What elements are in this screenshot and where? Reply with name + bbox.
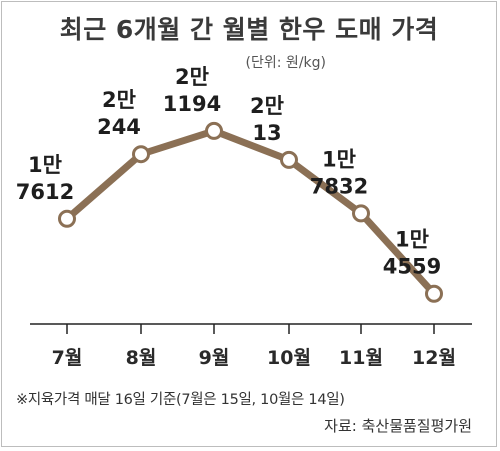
data-point	[280, 150, 298, 169]
chart-svg: 7월 8월 9월 10월 11월 12월 1만 7612 2만 244 2만 1194 2만 13 1만 7…	[16, 65, 472, 369]
data-point	[132, 145, 150, 164]
data-label: 1만	[395, 228, 429, 252]
data-label: 2만	[102, 88, 136, 112]
footnote: ※지육가격 매달 16일 기준(7월은 15일, 10월은 14일)	[16, 392, 345, 408]
x-tick-label: 7월	[52, 347, 83, 369]
unit-label: (단위: 원/kg)	[245, 55, 326, 71]
data-point	[352, 204, 370, 223]
data-label: 4559	[383, 255, 441, 279]
data-label: 1만	[322, 147, 356, 171]
data-point	[205, 121, 223, 140]
x-tick-label: 8월	[126, 347, 157, 369]
data-label: 7612	[16, 180, 74, 204]
x-tick-label: 10월	[267, 347, 311, 369]
data-point	[58, 209, 76, 228]
data-label: 244	[97, 115, 141, 139]
data-label: 1만	[28, 153, 62, 177]
x-tick-label: 9월	[199, 347, 230, 369]
data-label: 2만	[250, 94, 284, 118]
data-point	[425, 284, 443, 303]
data-label: 7832	[310, 174, 368, 198]
x-tick-label: 11월	[339, 347, 383, 369]
series-line	[63, 127, 438, 298]
chart-title: 최근 6개월 간 월별 한우 도매 가격	[59, 15, 439, 44]
data-label: 1194	[163, 92, 221, 116]
x-tick-label: 12월	[412, 347, 456, 369]
data-label: 13	[252, 121, 281, 145]
data-label: 2만	[175, 65, 209, 89]
source-note: 자료: 축산물품질평가원	[324, 417, 472, 435]
